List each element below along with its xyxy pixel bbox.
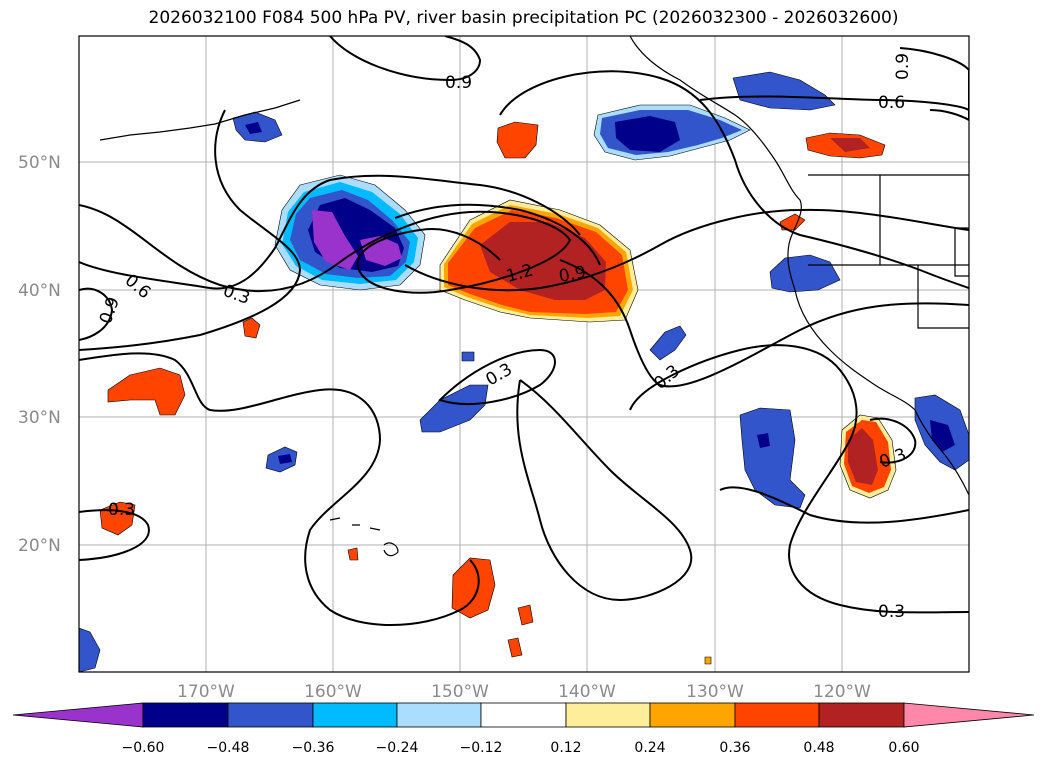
colorbar <box>12 702 1035 728</box>
negative-precip-areas <box>79 71 969 672</box>
positive-precip-areas <box>99 121 897 665</box>
lon-label-120w: 120°W <box>813 682 871 702</box>
colorbar-segment <box>12 702 144 728</box>
precip-blob-north-pacific <box>496 121 539 159</box>
precip-blob-offshore <box>649 325 687 361</box>
colorbar-segment <box>649 702 736 728</box>
contour-southwest <box>79 509 150 561</box>
contour-north-0p9 <box>329 36 482 82</box>
map-title: 2026032100 F084 500 hPa PV, river basin … <box>148 8 899 28</box>
contour-baja <box>869 417 917 464</box>
pv-contours <box>79 36 969 626</box>
contour-gulf-loop <box>499 70 969 289</box>
precip-blob-central-pacific <box>419 384 489 433</box>
lon-label-160w: 160°W <box>304 682 362 702</box>
alaska-coast <box>629 36 916 411</box>
precip-blob-baja-offshore <box>739 407 806 509</box>
precip-blob-tiny <box>704 656 712 665</box>
colorbar-segment <box>734 702 820 728</box>
precip-blob-south-small-1 <box>517 604 534 626</box>
colorbar-tick-label: −0.48 <box>207 740 250 756</box>
lon-label-150w: 150°W <box>431 682 489 702</box>
precip-blob-south <box>451 557 496 619</box>
precip-blob-corner <box>79 627 101 672</box>
precip-blob-mid-left <box>107 367 186 416</box>
contour-center-0p3 <box>438 348 556 406</box>
colorbar-segment <box>818 702 905 728</box>
colorbar-tick-label: −0.60 <box>122 740 165 756</box>
contour-large-loop <box>79 204 572 294</box>
colorbar-tick-label: 0.24 <box>634 740 665 756</box>
lat-label-40n: 40°N <box>18 281 61 301</box>
contour-south-center <box>516 379 693 602</box>
colorbar-tick-label: 0.60 <box>888 740 919 756</box>
lat-label-50n: 50°N <box>18 153 61 173</box>
longitude-labels: 170°W 160°W 150°W 140°W 130°W 120°W <box>177 682 871 702</box>
contour-jet-b <box>404 208 969 292</box>
contour-west-big <box>79 109 302 351</box>
precip-blob-small-left <box>242 317 261 339</box>
colorbar-tick-label: −0.12 <box>460 740 503 756</box>
colorbar-segment <box>142 702 229 728</box>
contour-label: 0.3 <box>108 500 135 520</box>
colorbar-segment <box>396 702 482 728</box>
colorbar-segment <box>903 702 1035 728</box>
coastlines <box>99 36 969 557</box>
precip-blob-alaska-gulf-core <box>312 210 402 270</box>
colorbar-segment <box>565 702 651 728</box>
contour-label: 0.9 <box>557 263 587 287</box>
baja-coast <box>914 409 969 496</box>
precip-blob-south-small-2 <box>507 637 523 658</box>
contour-jet-a <box>394 203 601 266</box>
state-borders <box>808 174 969 329</box>
aleutian-islands <box>99 99 301 141</box>
precip-blob-norcal <box>769 254 841 293</box>
precip-blob-hawaii-small <box>347 547 359 561</box>
precip-blob-alaska-se <box>732 71 836 111</box>
colorbar-segment <box>312 702 398 728</box>
precip-blob-small-1 <box>461 351 475 362</box>
contour-central-tall <box>559 259 969 388</box>
contour-outer-north <box>79 174 581 290</box>
contour-label: 0.9 <box>893 53 913 80</box>
contour-east-upper <box>699 95 969 111</box>
lon-label-170w: 170°W <box>177 682 235 702</box>
latitude-labels: 50°N 40°N 30°N 20°N <box>18 153 61 556</box>
contour-label: 0.6 <box>878 93 905 113</box>
colorbar-tick-label: 0.48 <box>803 740 834 756</box>
colorbar-ticks: −0.60 −0.48 −0.36 −0.24 −0.12 0.12 0.24 … <box>122 740 920 756</box>
lat-label-30n: 30°N <box>18 408 61 428</box>
map-frame <box>78 35 970 673</box>
lat-label-20n: 20°N <box>18 536 61 556</box>
contour-label: 0.3 <box>878 602 905 622</box>
hawaii-islands <box>329 517 399 557</box>
colorbar-segment <box>227 702 314 728</box>
colorbar-tick-label: −0.24 <box>376 740 419 756</box>
colorbar-tick-label: 0.36 <box>719 740 750 756</box>
contour-left-loop <box>79 287 114 341</box>
contour-0p9-east <box>899 47 969 122</box>
colorbar-segment <box>480 702 567 728</box>
contour-label: 0.9 <box>445 73 472 93</box>
colorbar-tick-label: 0.12 <box>550 740 581 756</box>
lon-label-140w: 140°W <box>558 682 616 702</box>
contour-loop-central <box>629 344 969 614</box>
lon-label-130w: 130°W <box>686 682 744 702</box>
contour-south-right <box>719 486 969 524</box>
colorbar-tick-label: −0.36 <box>292 740 335 756</box>
contour-west-mid <box>79 352 480 626</box>
